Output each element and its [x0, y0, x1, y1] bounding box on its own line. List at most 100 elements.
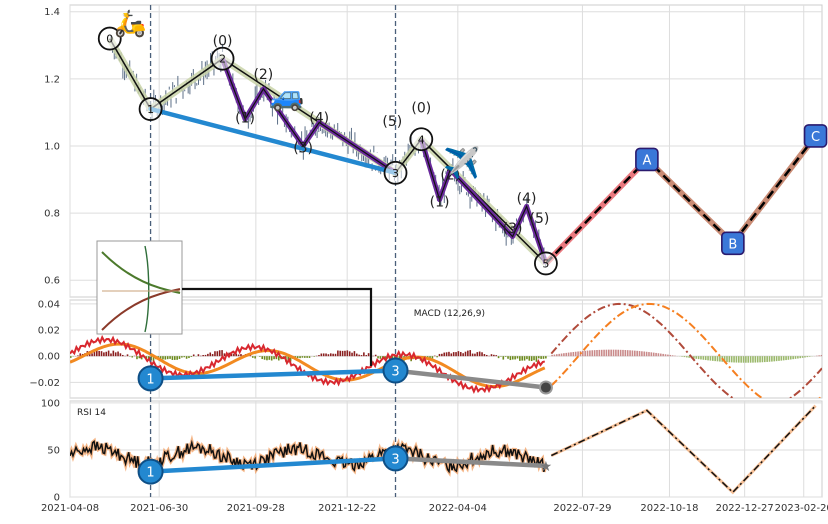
sub-wave-label: (5) — [530, 211, 550, 227]
macd-forecast-bar — [563, 353, 565, 356]
macd-marker-label: 1 — [146, 372, 154, 387]
macd-histogram-bar — [207, 354, 209, 356]
forecast-label: C — [811, 130, 820, 145]
macd-histogram-bar — [337, 351, 339, 357]
sub-wave-label: (1) — [235, 110, 255, 126]
macd-histogram-bar — [514, 356, 516, 359]
macd-forecast-bar — [655, 353, 657, 356]
macd-forecast-bar — [582, 351, 584, 356]
macd-forecast-bar — [591, 350, 593, 356]
macd-histogram-bar — [202, 355, 204, 356]
macd-forecast-bar — [575, 352, 577, 356]
macd-forecast-bar — [778, 356, 780, 361]
macd-histogram-bar — [261, 356, 263, 359]
macd-histogram-bar — [176, 356, 178, 360]
x-tick-label: 2023-02-20 — [775, 503, 828, 514]
macd-histogram-bar — [335, 354, 337, 356]
macd-histogram-bar — [493, 355, 495, 356]
macd-forecast-bar — [615, 350, 617, 356]
macd-forecast-bar — [651, 352, 653, 356]
x-tick-label: 2021-06-30 — [130, 503, 188, 514]
car-emoji: 🚙 — [270, 80, 305, 113]
y-tick-label: 0.6 — [44, 276, 60, 287]
macd-histogram-bar — [214, 351, 216, 356]
macd-histogram-bar — [460, 352, 462, 356]
macd-forecast-bar — [627, 350, 629, 356]
macd-forecast-bar — [788, 356, 790, 360]
macd-forecast-bar — [617, 350, 619, 356]
macd-histogram-bar — [233, 354, 235, 357]
macd-forecast-bar — [799, 356, 801, 358]
macd-forecast-bar — [745, 356, 747, 363]
macd-forecast-bar — [816, 356, 818, 357]
macd-histogram-bar — [167, 356, 169, 359]
macd-forecast-bar — [653, 353, 655, 357]
macd-forecast-bar — [556, 354, 558, 356]
macd-forecast-bar — [731, 356, 733, 362]
y-tick-label: 0 — [54, 493, 60, 504]
macd-forecast-bar — [639, 351, 641, 356]
macd-forecast-bar — [729, 356, 731, 362]
macd-forecast-bar — [672, 355, 674, 356]
macd-histogram-bar — [306, 356, 308, 358]
macd-histogram-bar — [174, 356, 176, 360]
macd-histogram-bar — [325, 353, 327, 356]
macd-forecast-bar — [766, 356, 768, 362]
plane-emoji: ✈️ — [443, 144, 480, 181]
macd-histogram-bar — [264, 356, 266, 360]
macd-histogram-bar — [269, 356, 271, 360]
macd-title: MACD (12,26,9) — [414, 309, 485, 319]
macd-histogram-bar — [507, 356, 509, 359]
macd-histogram-bar — [481, 352, 483, 356]
x-tick-label: 2022-12-27 — [716, 503, 774, 514]
macd-histogram-bar — [131, 356, 133, 357]
macd-histogram-bar — [115, 352, 117, 356]
macd-forecast-bar — [660, 354, 662, 357]
macd-forecast-bar — [558, 354, 560, 356]
rsi-title: RSI 14 — [77, 408, 106, 418]
macd-histogram-bar — [347, 350, 349, 356]
macd-forecast-bar — [795, 356, 797, 359]
macd-histogram-bar — [183, 356, 185, 357]
macd-forecast-bar — [632, 350, 634, 356]
macd-histogram-bar — [103, 352, 105, 356]
macd-forecast-bar — [646, 352, 648, 356]
macd-histogram-bar — [122, 355, 124, 356]
macd-forecast-bar — [573, 352, 575, 356]
macd-forecast-bar — [769, 356, 771, 362]
macd-histogram-bar — [70, 356, 72, 358]
macd-histogram-bar — [524, 356, 526, 360]
macd-forecast-bar — [714, 356, 716, 361]
macd-forecast-bar — [710, 356, 712, 360]
macd-histogram-bar — [519, 356, 521, 361]
macd-histogram-bar — [512, 356, 514, 359]
macd-histogram-bar — [101, 351, 103, 356]
x-tick-label: 2022-07-29 — [553, 503, 611, 514]
macd-histogram-bar — [330, 353, 332, 356]
wave-label: 0 — [106, 33, 113, 46]
macd-histogram-bar — [536, 356, 538, 362]
macd-histogram-bar — [358, 355, 360, 357]
macd-histogram-bar — [538, 356, 540, 358]
wave-label: 1 — [147, 103, 154, 116]
macd-histogram-bar — [105, 352, 107, 356]
macd-histogram-bar — [467, 351, 469, 357]
macd-forecast-bar — [705, 356, 707, 360]
macd-forecast-bar — [783, 356, 785, 360]
x-tick-label: 2022-10-18 — [640, 503, 698, 514]
macd-histogram-bar — [273, 356, 275, 359]
macd-forecast-bar — [601, 350, 603, 356]
y-tick-label: 0.04 — [38, 299, 60, 310]
macd-histogram-bar — [110, 353, 112, 356]
macd-histogram-bar — [254, 356, 256, 358]
macd-histogram-bar — [465, 352, 467, 357]
macd-forecast-bar — [667, 355, 669, 357]
macd-forecast-bar — [698, 356, 700, 359]
macd-forecast-bar — [613, 350, 615, 357]
x-tick-label: 2021-09-28 — [227, 503, 285, 514]
wave-label: 3 — [392, 167, 399, 180]
macd-histogram-bar — [193, 354, 195, 356]
macd-histogram-bar — [205, 355, 207, 356]
macd-forecast-bar — [584, 351, 586, 356]
macd-histogram-bar — [332, 354, 334, 356]
